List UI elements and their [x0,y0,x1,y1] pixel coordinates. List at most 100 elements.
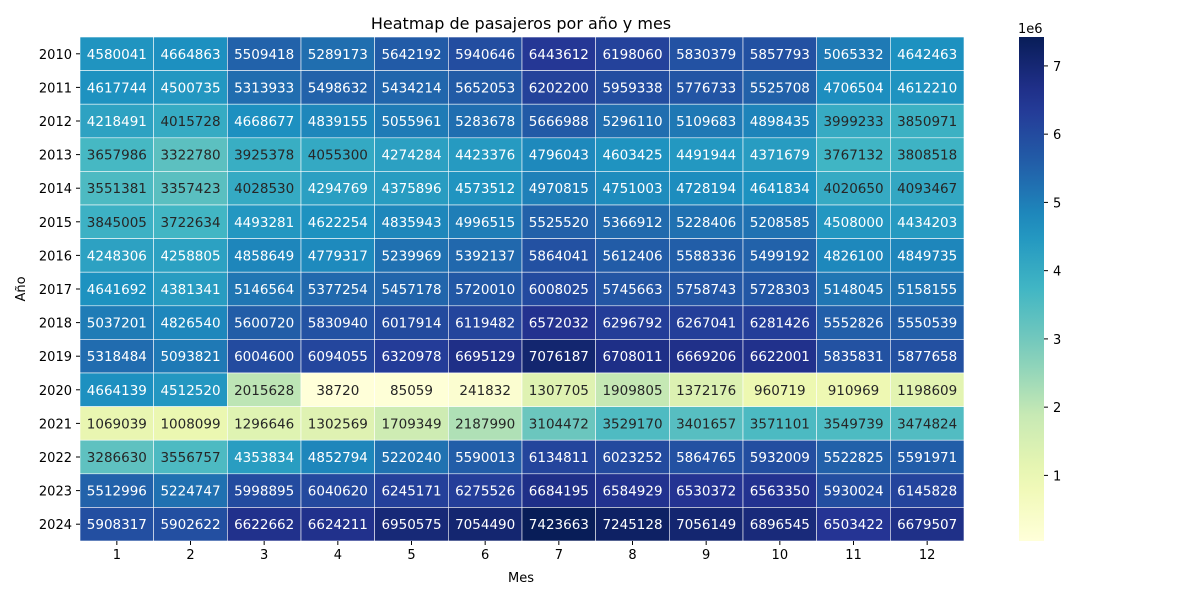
heatmap-cell [79,204,154,239]
heatmap-cell [374,103,449,139]
heatmap-cell [227,36,302,71]
cell-value-label: 4898435 [750,114,810,130]
colorbar-tick-label: 7 [1053,60,1061,75]
heatmap-cell [300,439,375,475]
heatmap-cell [890,36,965,71]
cell-value-label: 4728194 [676,181,736,197]
cell-value-label: 5552826 [823,316,883,332]
cell-value-label: 1909805 [602,383,662,399]
cell-value-label: 7056149 [676,517,736,533]
colorbar-tick-label: 5 [1053,196,1061,211]
cell-value-label: 3286630 [87,450,147,466]
cell-value-label: 4500735 [160,80,220,96]
heatmap-cell [890,70,965,105]
heatmap-cell [742,507,817,542]
cell-value-label: 1302569 [308,416,368,432]
cell-value-label: 5037201 [87,316,147,332]
cell-value-label: 6503422 [823,517,883,533]
heatmap-cell [374,507,449,542]
heatmap-cell [595,171,670,206]
cell-value-label: 4603425 [602,148,662,164]
cell-value-label: 6443612 [529,47,589,63]
heatmap-cell [79,36,154,71]
heatmap-cell [890,103,965,139]
cell-value-label: 5313933 [234,80,294,96]
cell-value-label: 5220240 [381,450,441,466]
heatmap-cell [890,439,965,475]
heatmap-cell [374,36,449,71]
heatmap-cell [890,339,965,374]
cell-value-label: 7423663 [529,517,589,533]
heatmap-cell [448,406,523,441]
cell-value-label: 85059 [390,383,433,399]
cell-value-label: 5902622 [160,517,220,533]
cell-value-label: 5509418 [234,47,294,63]
cell-value-label: 5591971 [897,450,957,466]
cell-value-label: 4612210 [897,80,957,96]
cell-value-label: 6669206 [676,349,736,365]
cell-value-label: 6563350 [750,484,810,500]
x-tick-label: 2 [186,548,194,563]
cell-value-label: 6004600 [234,349,294,365]
cell-value-label: 5055961 [381,114,441,130]
heatmap-cell [227,406,302,441]
cell-value-label: 3556757 [160,450,220,466]
heatmap-cells [79,36,965,542]
cell-value-label: 5835831 [823,349,883,365]
cell-value-label: 6896545 [750,517,810,533]
cell-value-label: 5158155 [897,282,957,298]
cell-value-label: 4015728 [160,114,220,130]
heatmap-cell [153,473,228,508]
heatmap-cell [374,372,449,407]
y-axis-label: Año [14,276,29,301]
cell-value-label: 5864041 [529,248,589,264]
heatmap-cell [448,137,523,172]
cell-value-label: 4826540 [160,316,220,332]
x-tick-label: 10 [772,548,789,563]
heatmap-cell [79,372,154,407]
cell-value-label: 4508000 [823,215,883,231]
heatmap-cell [595,507,670,542]
cell-value-label: 241832 [459,383,511,399]
heatmap-cell [890,406,965,441]
heatmap-cell [227,103,302,139]
cell-value-label: 5864765 [676,450,736,466]
cell-value-label: 6679507 [897,517,957,533]
y-tick-label: 2023 [39,485,72,500]
y-tick-label: 2019 [39,350,72,365]
cell-value-label: 6624211 [308,517,368,533]
cell-value-label: 5208585 [750,215,810,231]
heatmap-cell [79,439,154,475]
colorbar-tick-label: 4 [1053,265,1061,280]
cell-value-label: 5728303 [750,282,810,298]
heatmap-cell [153,372,228,407]
cell-value-label: 4423376 [455,148,515,164]
heatmap-cell [300,305,375,340]
cell-value-label: 6017914 [381,316,441,332]
heatmap-cell [153,439,228,475]
heatmap-cell [890,204,965,239]
cell-value-label: 6622001 [750,349,810,365]
heatmap-cell [890,507,965,542]
cell-value-label: 1008099 [160,416,220,432]
heatmap-cell [816,339,891,374]
heatmap-cell [521,473,596,508]
heatmap-cell [227,305,302,340]
cell-value-label: 5065332 [823,47,883,63]
heatmap-cell [374,271,449,307]
heatmap-cell [79,171,154,206]
cell-value-label: 4274284 [381,148,441,164]
cell-value-label: 4858649 [234,248,294,264]
cell-value-label: 5239969 [381,248,441,264]
cell-value-label: 3657986 [87,148,147,164]
y-tick-label: 2012 [39,115,72,130]
heatmap-cell [521,372,596,407]
heatmap-cell [816,305,891,340]
cell-value-label: 6040620 [308,484,368,500]
heatmap-cell [816,473,891,508]
cell-value-label: 5525708 [750,80,810,96]
heatmap-cell [227,271,302,307]
cell-value-label: 6572032 [529,316,589,332]
cell-value-label: 4371679 [750,148,810,164]
cell-value-label: 4093467 [897,181,957,197]
